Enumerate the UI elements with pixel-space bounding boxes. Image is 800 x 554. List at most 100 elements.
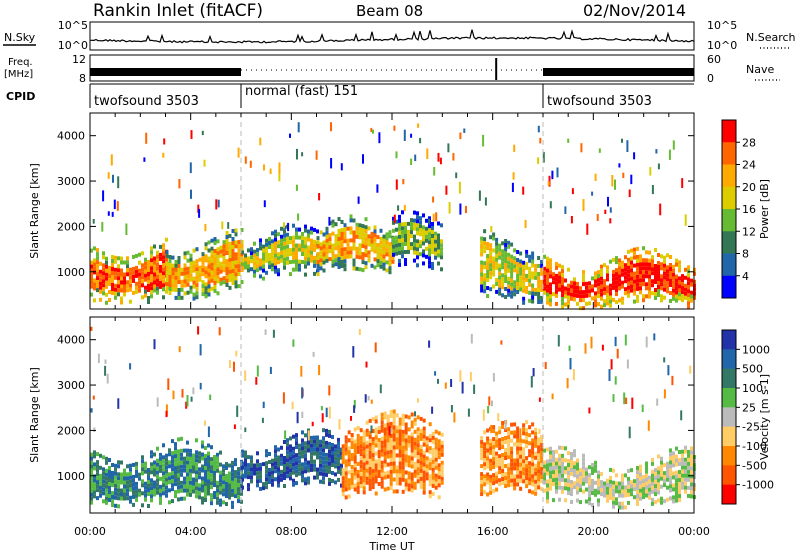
echo-cell [114,283,117,288]
echo-cell [600,292,603,297]
echo-cell [310,250,313,255]
echo-cell [168,476,171,481]
echo-cell [250,459,253,464]
echo-cell [621,489,624,494]
echo-cell [352,230,356,235]
echo-cell [486,242,490,246]
echo-cell [437,237,440,242]
echo-cell [341,460,345,465]
echo-cell [108,274,111,278]
echo-cell [159,492,162,497]
echo-cell [630,468,633,473]
echo-cell [422,261,425,266]
echo-cell [513,482,517,487]
echo-cell [117,176,120,189]
echo-cell [286,470,289,475]
echo-cell [319,230,323,235]
echo-cell [501,461,505,465]
echo-cell [213,265,217,269]
echo-cell [639,496,642,501]
echo-cell [298,459,301,464]
echo-cell [600,488,603,493]
echo-cell [684,445,687,450]
echo-cell [428,216,431,221]
echo-cell [501,441,505,445]
echo-cell [150,290,153,295]
echo-cell [341,480,345,485]
echo-cell [292,239,295,244]
echo-cell [555,449,558,454]
echo-cell [576,490,579,495]
echo-cell [117,484,120,489]
echo-cell [434,247,437,252]
echo-cell [222,500,225,505]
echo-cell [651,263,654,268]
echo-cell [234,264,238,269]
echo-cell [286,442,289,447]
echo-cell [410,464,414,469]
echo-cell [244,156,247,164]
echo-cell [344,479,348,484]
echo-cell [114,495,117,500]
echo-cell [295,481,298,486]
echo-cell [132,462,135,467]
echo-cell [195,470,198,475]
echo-cell [377,442,381,446]
echo-cell [195,466,198,471]
echo-cell [346,226,350,231]
echo-cell [207,280,211,285]
echo-cell [240,244,244,248]
echo-cell [370,425,373,434]
echo-cell [419,468,423,473]
echo-cell [192,248,196,253]
echo-cell [540,443,544,448]
echo-cell [431,262,434,266]
echo-cell [234,276,238,281]
echo-cell [498,438,502,443]
echo-cell [525,428,529,433]
echo-cell [319,254,323,259]
echo-cell [666,277,669,282]
echo-cell [657,253,660,257]
echo-cell [600,264,603,269]
echo-cell [141,483,144,488]
echo-cell [93,478,96,483]
echo-cell [495,471,499,476]
echo-cell [274,245,277,250]
echo-cell [651,255,654,260]
echo-cell [388,234,392,239]
echo-cell [654,468,657,473]
echo-cell [648,294,651,299]
echo-cell [603,279,606,284]
echo-cell [413,242,416,247]
echo-cell [141,279,144,284]
echo-cell [657,277,660,281]
echo-cell [492,260,496,265]
echo-cell [627,484,630,489]
echo-cell [135,285,138,290]
echo-cell [147,260,150,264]
echo-cell [675,470,678,475]
echo-cell [492,268,496,273]
echo-cell [364,241,368,246]
echo-cell [361,240,365,245]
echo-cell [647,420,650,431]
echo-cell [669,476,672,481]
echo-cell [102,190,105,202]
echo-cell [286,454,289,459]
echo-cell [325,460,328,465]
echo-cell [585,467,588,472]
echo-cell [422,458,426,463]
echo-cell [386,470,390,475]
echo-cell [385,244,389,249]
echo-cell [672,296,675,301]
echo-cell [201,268,205,273]
echo-cell [231,245,235,249]
echo-cell [379,264,383,269]
echo-cell [419,228,422,233]
echo-cell [555,265,558,270]
echo-cell [513,474,517,479]
echo-cell [678,490,681,494]
echo-cell [419,416,423,421]
echo-cell [372,129,374,134]
